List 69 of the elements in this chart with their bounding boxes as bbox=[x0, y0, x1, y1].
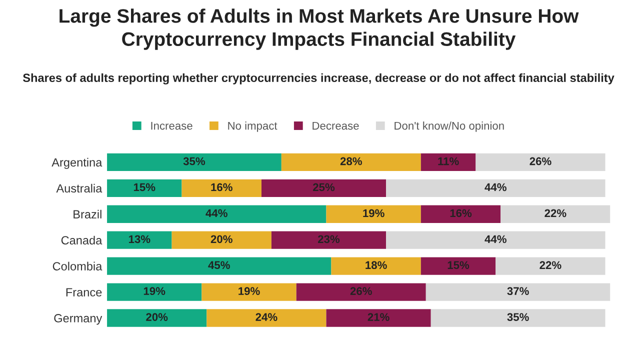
bar bbox=[331, 257, 421, 275]
bar bbox=[420, 257, 496, 275]
data-label: 22% bbox=[544, 209, 566, 218]
y-tick-label: Australia bbox=[56, 184, 102, 193]
data-label: 35% bbox=[183, 157, 206, 166]
y-tick-label: France bbox=[66, 288, 102, 296]
data-label: 11% bbox=[438, 157, 459, 166]
bar bbox=[107, 153, 282, 172]
bar bbox=[107, 309, 207, 327]
legend-label: Don't know/No opinion bbox=[394, 122, 504, 132]
bar bbox=[500, 205, 610, 223]
legend-label: Decrease bbox=[312, 122, 359, 130]
data-label: 25% bbox=[313, 183, 335, 192]
data-label: 44% bbox=[484, 183, 506, 192]
data-label: 16% bbox=[211, 183, 232, 192]
data-label: 22% bbox=[540, 261, 562, 270]
bar bbox=[476, 153, 606, 172]
data-label: 26% bbox=[530, 157, 552, 166]
bar bbox=[430, 309, 606, 327]
bar bbox=[420, 205, 501, 223]
data-label: 35% bbox=[507, 313, 529, 322]
data-label: 26% bbox=[350, 287, 372, 296]
bar bbox=[326, 309, 431, 327]
bar bbox=[206, 309, 326, 327]
bar bbox=[271, 231, 386, 249]
data-label: 19% bbox=[363, 209, 384, 218]
data-label: 37% bbox=[507, 287, 529, 296]
bar bbox=[107, 179, 182, 197]
bar bbox=[426, 283, 610, 301]
bar bbox=[296, 283, 426, 301]
bar bbox=[107, 205, 326, 223]
data-label: 44% bbox=[206, 209, 228, 218]
data-label: 18% bbox=[366, 261, 387, 270]
y-tick-label: Canada bbox=[61, 236, 102, 244]
data-label: 20% bbox=[210, 235, 232, 244]
data-label: 15% bbox=[134, 183, 156, 192]
y-tick-label: Brazil bbox=[74, 210, 102, 219]
data-label: 45% bbox=[208, 261, 230, 270]
data-label: 44% bbox=[484, 235, 506, 244]
data-label: 24% bbox=[256, 313, 278, 321]
data-label: 28% bbox=[340, 157, 362, 166]
data-label: 23% bbox=[318, 235, 340, 244]
legend-label: No impact bbox=[228, 122, 278, 132]
bar bbox=[107, 257, 332, 275]
y-tick-label: Argentina bbox=[52, 158, 102, 169]
chart-subtitle: Shares of adults reporting whether cryptocurrencies increase, decrease or do not affect financial stability bbox=[22, 73, 614, 84]
bar bbox=[172, 231, 272, 249]
data-label: 13% bbox=[128, 235, 150, 244]
data-label: 20% bbox=[146, 313, 168, 321]
bar bbox=[107, 283, 202, 301]
bar bbox=[182, 179, 262, 197]
bar bbox=[496, 257, 606, 275]
bar bbox=[107, 231, 172, 249]
bar bbox=[261, 179, 386, 197]
data-label: 16% bbox=[450, 209, 472, 218]
bar bbox=[420, 153, 476, 172]
bar bbox=[281, 153, 421, 172]
bar bbox=[386, 179, 606, 197]
data-label: 15% bbox=[448, 261, 470, 270]
data-label: 21% bbox=[368, 313, 390, 321]
legend-label: Increase bbox=[151, 122, 192, 130]
bar bbox=[326, 205, 421, 223]
data-label: 19% bbox=[144, 287, 166, 296]
bar bbox=[386, 231, 606, 249]
chart-title: Large Shares of Adults in Most Markets Are Unsure How Cryptocurrency Impacts Financial Stability bbox=[60, 8, 579, 50]
bar bbox=[202, 283, 296, 301]
y-tick-label: Colombia bbox=[52, 262, 102, 270]
y-tick-label: Germany bbox=[54, 314, 102, 325]
data-label: 19% bbox=[238, 287, 260, 296]
